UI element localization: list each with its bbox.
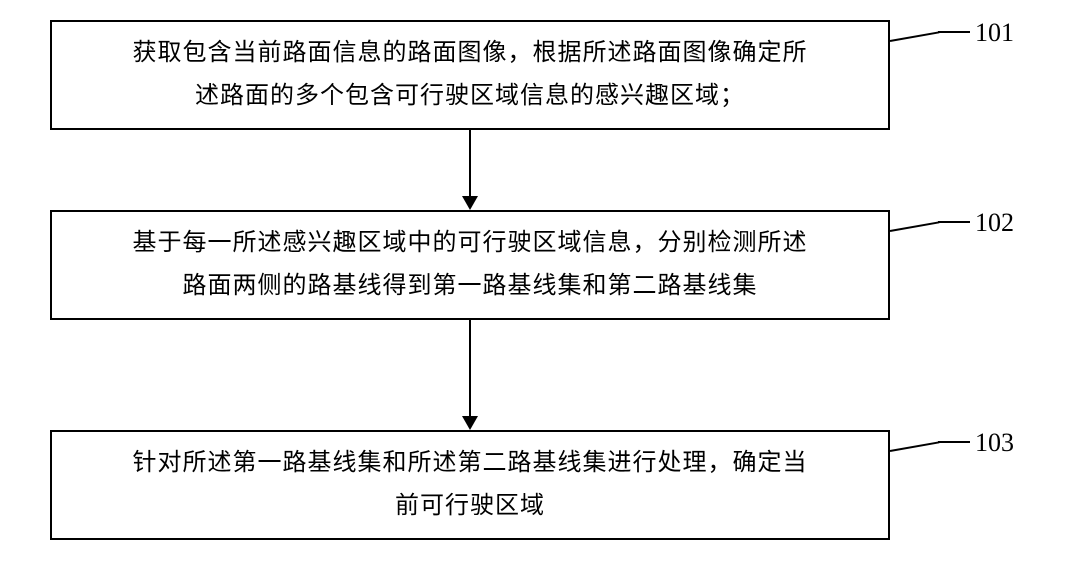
step-box-3: 针对所述第一路基线集和所述第二路基线集进行处理，确定当 前可行驶区域 [50, 430, 890, 540]
arrow-2-head [462, 416, 478, 430]
step-text-2-line1: 基于每一所述感兴趣区域中的可行驶区域信息，分别检测所述 [133, 222, 808, 265]
step-text-3-line2: 前可行驶区域 [395, 485, 545, 528]
step-text-1-line2: 述路面的多个包含可行驶区域信息的感兴趣区域； [195, 75, 745, 118]
step-label-2: 102 [975, 208, 1014, 238]
arrow-2-shaft [469, 320, 471, 416]
step-label-3: 103 [975, 428, 1014, 458]
arrow-1-shaft [469, 130, 471, 196]
step-text-2-line2: 路面两侧的路基线得到第一路基线集和第二路基线集 [183, 265, 758, 308]
step-text-1-line1: 获取包含当前路面信息的路面图像，根据所述路面图像确定所 [133, 32, 808, 75]
label-connector-3 [890, 432, 970, 462]
step-text-3-line1: 针对所述第一路基线集和所述第二路基线集进行处理，确定当 [133, 442, 808, 485]
label-connector-1 [890, 22, 970, 52]
arrow-1-head [462, 196, 478, 210]
step-box-2: 基于每一所述感兴趣区域中的可行驶区域信息，分别检测所述 路面两侧的路基线得到第一… [50, 210, 890, 320]
flowchart-container: 获取包含当前路面信息的路面图像，根据所述路面图像确定所 述路面的多个包含可行驶区… [0, 0, 1075, 570]
step-label-1: 101 [975, 18, 1014, 48]
step-box-1: 获取包含当前路面信息的路面图像，根据所述路面图像确定所 述路面的多个包含可行驶区… [50, 20, 890, 130]
label-connector-2 [890, 212, 970, 242]
